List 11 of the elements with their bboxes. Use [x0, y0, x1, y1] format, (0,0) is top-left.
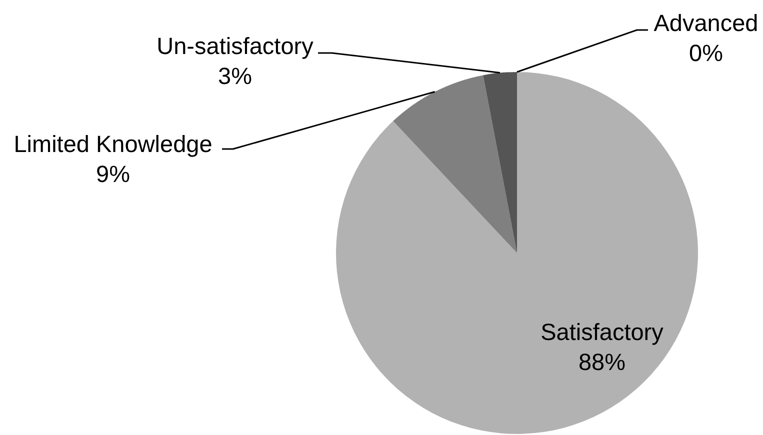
text: 0% [689, 40, 723, 66]
data-label: 3% [218, 63, 252, 89]
pie-slice [393, 75, 517, 253]
slice-label: Un-satisfactory [156, 33, 314, 59]
pie-slice [336, 72, 698, 434]
category-label: Advanced [654, 10, 758, 36]
slice-label: Satisfactory [540, 319, 664, 345]
slice-label: Limited Knowledge [14, 131, 212, 157]
pie-slice [483, 72, 517, 253]
data-label: 9% [96, 161, 130, 187]
data-label: 88% [578, 349, 626, 375]
